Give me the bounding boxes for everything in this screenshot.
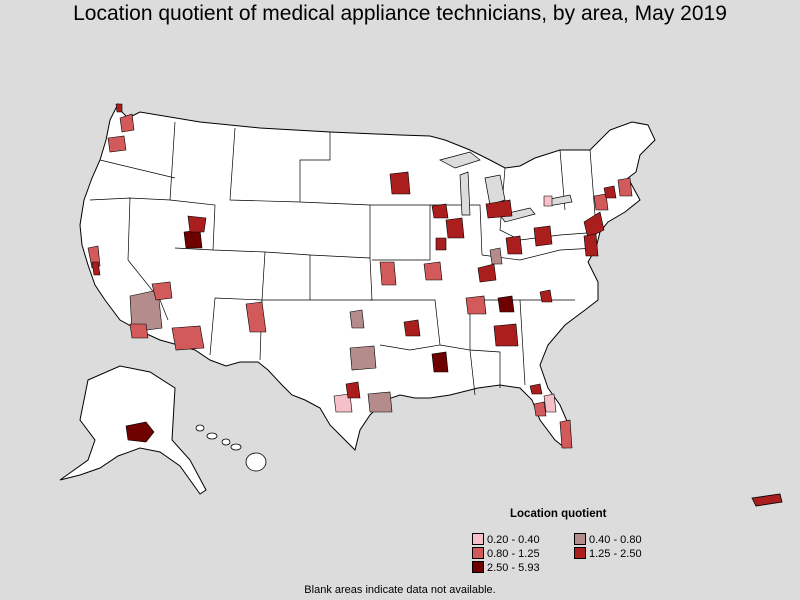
area-1-25-2-50 <box>345 381 361 399</box>
legend-label: 0.20 - 0.40 <box>487 534 540 546</box>
area-0-80-1-25 <box>119 113 135 133</box>
area-1-25-2-50 <box>583 233 599 257</box>
area-0-20-0-40 <box>333 393 353 413</box>
area-0-80-1-25 <box>107 135 127 153</box>
area-2-50-5-93 <box>125 421 155 443</box>
area-0-80-1-25 <box>617 177 633 197</box>
legend-title: Location quotient <box>510 508 607 520</box>
area-0-80-1-25 <box>379 261 397 286</box>
area-1-25-2-50 <box>435 237 447 251</box>
area-1-25-2-50 <box>583 211 605 239</box>
area-1-25-2-50 <box>477 263 497 283</box>
area-0-80-1-25 <box>151 281 173 301</box>
area-0-40-0-80 <box>349 309 365 329</box>
contiguous-us <box>79 102 656 451</box>
area-1-25-2-50 <box>115 103 123 113</box>
area-0-80-1-25 <box>245 301 267 333</box>
legend-label: 2.50 - 5.93 <box>487 562 540 574</box>
area-1-25-2-50 <box>505 235 523 255</box>
area-0-80-1-25 <box>559 419 573 449</box>
area-0-80-1-25 <box>423 261 443 281</box>
footnote: Blank areas indicate data not available. <box>304 584 496 596</box>
legend-item: 2.50 - 5.93 <box>472 561 540 575</box>
legend-item: 1.25 - 2.50 <box>574 547 642 561</box>
map-title: Location quotient of medical appliance t… <box>73 2 727 25</box>
area-2-50-5-93 <box>431 351 449 373</box>
legend-item: 0.80 - 1.25 <box>472 547 540 561</box>
area-0-40-0-80 <box>129 289 163 333</box>
area-1-25-2-50 <box>533 225 553 247</box>
area-0-40-0-80 <box>367 391 393 413</box>
legend-item: 0.20 - 0.40 <box>472 533 540 547</box>
area-2-50-5-93 <box>497 295 515 313</box>
legend: Location quotient 0.20 - 0.40 0.40 - 0.8… <box>472 506 672 576</box>
area-1-25-2-50 <box>431 203 449 219</box>
legend-swatch <box>472 561 484 573</box>
area-0-80-1-25 <box>129 323 149 339</box>
area-1-25-2-50 <box>403 319 421 337</box>
area-2-50-5-93 <box>183 229 203 249</box>
area-0-80-1-25 <box>533 401 547 417</box>
area-0-80-1-25 <box>465 295 487 315</box>
legend-swatch <box>574 547 586 559</box>
legend-swatch <box>472 533 484 545</box>
area-1-25-2-50 <box>445 217 465 239</box>
area-0-40-0-80 <box>349 345 377 371</box>
area-0-40-0-80 <box>489 247 503 265</box>
area-1-25-2-50 <box>539 289 553 303</box>
area-0-20-0-40 <box>543 195 553 207</box>
area-1-25-2-50 <box>493 323 519 347</box>
legend-swatch <box>574 533 586 545</box>
puerto-rico <box>751 493 783 507</box>
state-borders <box>89 121 601 396</box>
area-1-25-2-50 <box>603 185 617 199</box>
hawaii <box>195 424 267 472</box>
area-1-25-2-50 <box>389 171 411 195</box>
legend-item: 0.40 - 0.80 <box>574 533 642 547</box>
legend-label: 0.40 - 0.80 <box>589 534 642 546</box>
area-0-80-1-25 <box>171 325 205 351</box>
area-1-25-2-50 <box>91 261 101 276</box>
area-1-25-2-50 <box>485 199 513 219</box>
area-0-20-0-40 <box>543 393 557 413</box>
great-lakes <box>439 151 573 223</box>
legend-label: 1.25 - 2.50 <box>589 548 642 560</box>
legend-swatch <box>472 547 484 559</box>
legend-label: 0.80 - 1.25 <box>487 548 540 560</box>
area-1-25-2-50 <box>529 383 543 395</box>
area-1-25-2-50 <box>187 215 207 233</box>
area-0-80-1-25 <box>593 193 609 211</box>
metro-areas <box>87 103 633 449</box>
